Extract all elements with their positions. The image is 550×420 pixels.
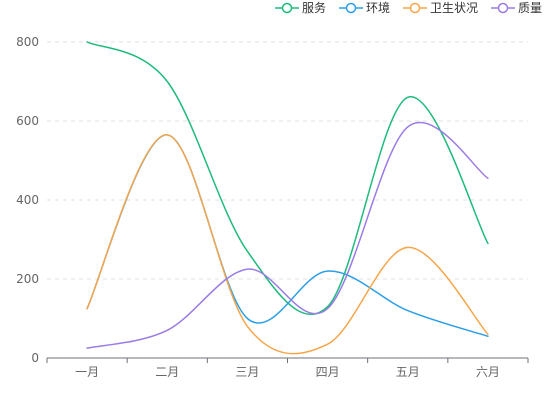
series-lines	[86, 41, 489, 355]
x-tick-label: 二月	[155, 365, 179, 379]
y-tick-label: 600	[16, 114, 39, 128]
legend-item[interactable]: 服务	[275, 0, 326, 16]
x-tick-label: 三月	[235, 365, 259, 379]
x-tick-label: 五月	[396, 365, 420, 379]
y-tick-label: 0	[31, 351, 39, 365]
y-tick-label: 800	[16, 35, 39, 49]
grid-lines	[47, 41, 528, 280]
series-line-0	[86, 41, 489, 315]
legend-line-circle-icon	[339, 2, 363, 14]
legend-line-circle-icon	[491, 2, 515, 14]
legend-item[interactable]: 质量	[491, 0, 542, 16]
axes: 0 200 400 600 800 一月 二月 三月 四月 五月 六月	[16, 35, 529, 379]
series-line-1	[86, 134, 489, 338]
series-line-2	[86, 134, 489, 355]
legend-label: 环境	[366, 1, 391, 15]
legend-line-circle-icon	[275, 2, 299, 14]
y-tick-label: 200	[16, 272, 39, 286]
legend-label: 质量	[518, 1, 543, 15]
legend-item[interactable]: 卫生状况	[403, 0, 478, 16]
y-tick-label: 400	[16, 193, 39, 207]
series-line-3	[86, 121, 489, 349]
x-tick-label: 一月	[75, 365, 99, 379]
legend-line-circle-icon	[403, 2, 427, 14]
legend-label: 服务	[302, 1, 327, 15]
x-tick-label: 六月	[476, 365, 500, 379]
legend-item[interactable]: 环境	[339, 0, 390, 16]
x-tick-label: 四月	[316, 365, 340, 379]
legend-label: 卫生状况	[430, 1, 479, 15]
